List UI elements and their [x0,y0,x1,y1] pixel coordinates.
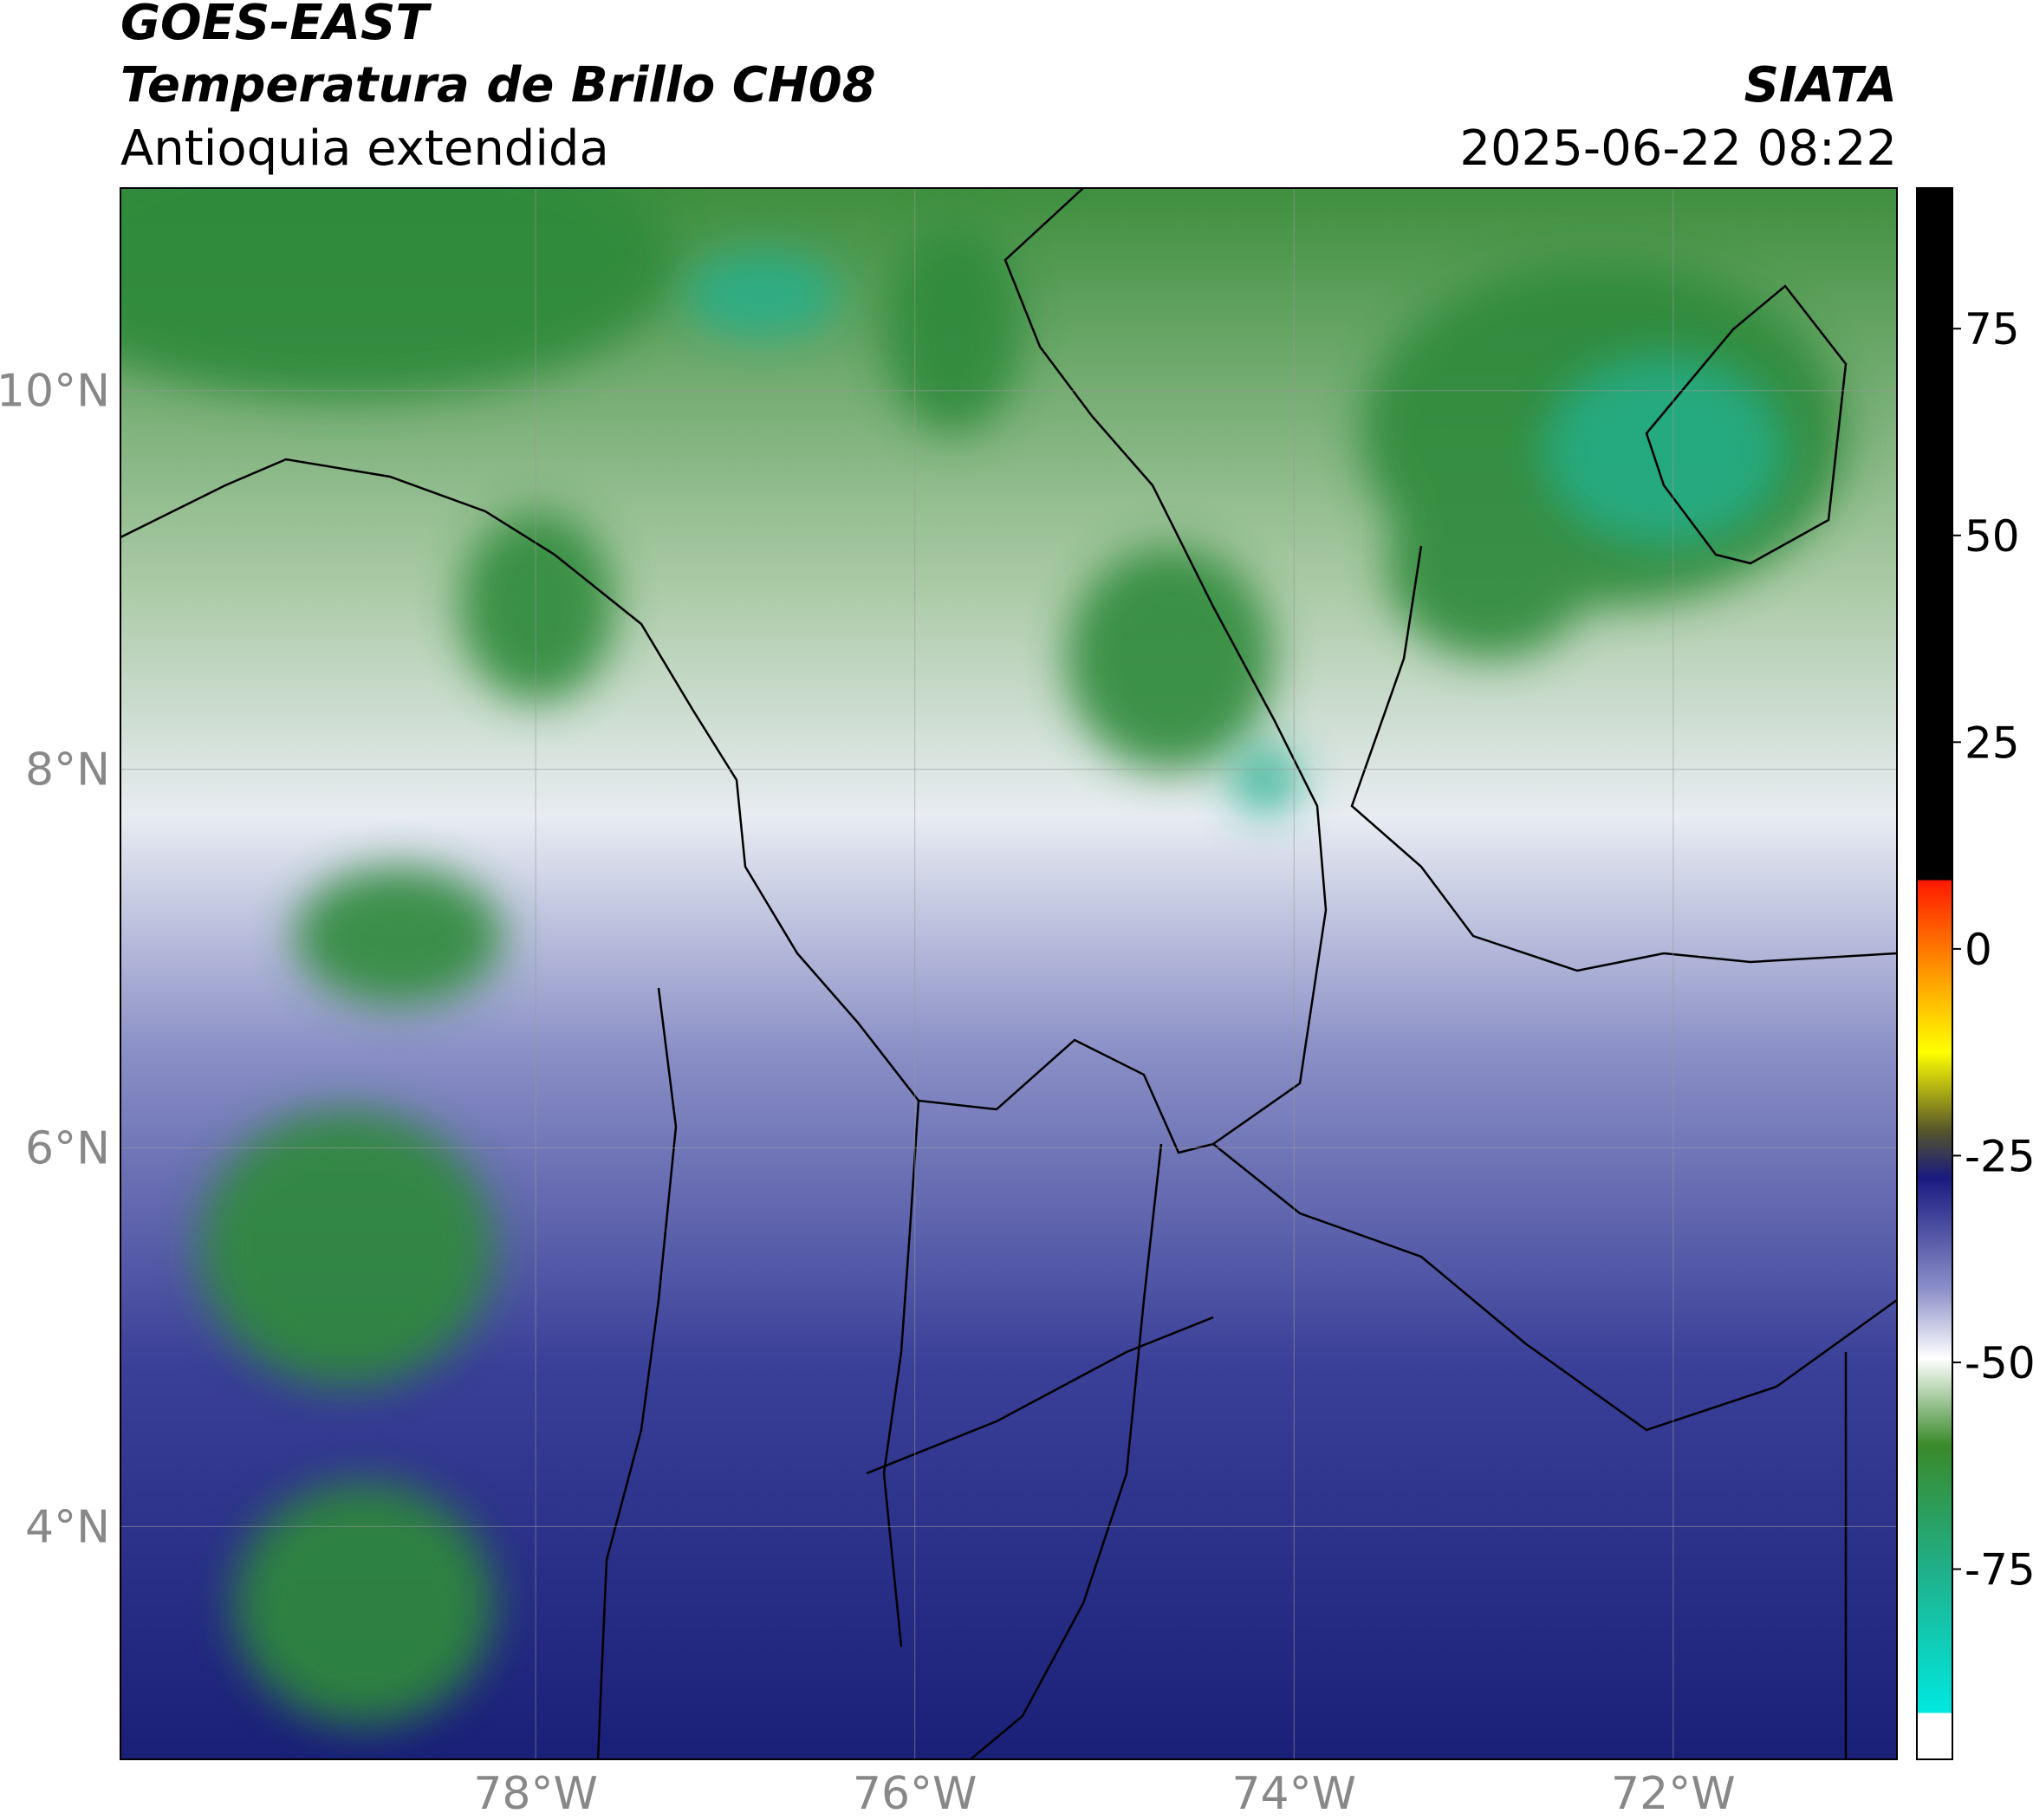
colorbar-tick-label: 0 [1965,925,1992,975]
y-tick-label: 10°N [0,366,110,418]
map-frame [120,187,1898,1760]
colorbar-tick-label: 50 [1965,511,2020,562]
satellite-image [120,188,1897,1759]
title: GOES-EAST [120,0,432,51]
region: Antioquia extendida [120,120,609,177]
y-tick-label: 6°N [25,1122,110,1174]
datetime: 2025-06-22 08:22 [1459,120,1897,177]
x-tick-label: 76°W [853,1768,978,1820]
x-tick-label: 74°W [1231,1768,1356,1820]
y-tick-label: 8°N [25,744,110,796]
colorbar-tick-label: 25 [1965,718,2020,768]
colorbar-tick-label: -75 [1965,1545,2033,1596]
graticule [120,188,1897,1759]
colorbar [1916,187,1953,1760]
colorbar-tick-label: -25 [1965,1131,2033,1181]
x-tick-label: 72°W [1611,1768,1736,1820]
subtitle: Temperatura de Brillo CH08 [120,57,876,114]
x-tick-label: 78°W [473,1768,598,1820]
colorbar-tick-label: 75 [1965,304,2020,354]
y-tick-label: 4°N [25,1501,110,1553]
colorbar-tick-label: -50 [1965,1338,2033,1388]
brand: SIATA [1744,57,1897,114]
borders [120,188,1897,1759]
